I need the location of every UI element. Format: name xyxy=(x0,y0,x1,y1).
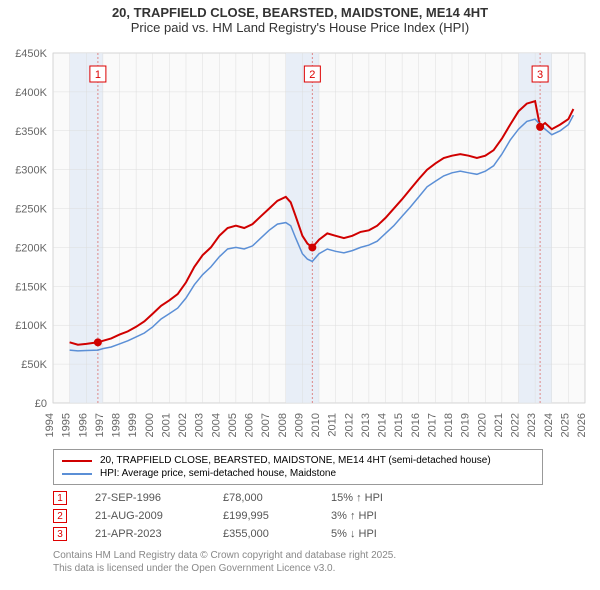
sale-marker: 2 xyxy=(53,509,67,523)
svg-text:2019: 2019 xyxy=(460,413,472,437)
sale-hpi: 15% ↑ HPI xyxy=(331,492,411,504)
sale-hpi: 3% ↑ HPI xyxy=(331,510,411,522)
svg-text:2018: 2018 xyxy=(443,413,455,437)
svg-text:1998: 1998 xyxy=(111,413,123,437)
svg-text:2023: 2023 xyxy=(526,413,538,437)
svg-text:2020: 2020 xyxy=(476,413,488,437)
svg-text:2008: 2008 xyxy=(277,413,289,437)
legend: 20, TRAPFIELD CLOSE, BEARSTED, MAIDSTONE… xyxy=(53,449,543,485)
legend-label: 20, TRAPFIELD CLOSE, BEARSTED, MAIDSTONE… xyxy=(100,455,491,466)
svg-text:2012: 2012 xyxy=(343,413,355,437)
svg-text:2: 2 xyxy=(309,69,315,81)
svg-text:2017: 2017 xyxy=(426,413,438,437)
sale-price: £355,000 xyxy=(223,528,303,540)
sale-date: 21-AUG-2009 xyxy=(95,510,195,522)
svg-text:£350K: £350K xyxy=(15,126,47,138)
title-line2: Price paid vs. HM Land Registry's House … xyxy=(5,20,595,35)
svg-text:2000: 2000 xyxy=(144,413,156,437)
svg-text:2025: 2025 xyxy=(559,413,571,437)
svg-text:1: 1 xyxy=(95,69,101,81)
svg-text:2002: 2002 xyxy=(177,413,189,437)
legend-row: HPI: Average price, semi-detached house,… xyxy=(62,467,534,480)
titles: 20, TRAPFIELD CLOSE, BEARSTED, MAIDSTONE… xyxy=(5,5,595,35)
sale-price: £78,000 xyxy=(223,492,303,504)
sale-row: 1 27-SEP-1996 £78,000 15% ↑ HPI xyxy=(53,489,589,507)
sale-marker: 1 xyxy=(53,491,67,505)
sale-date: 21-APR-2023 xyxy=(95,528,195,540)
sale-row: 2 21-AUG-2009 £199,995 3% ↑ HPI xyxy=(53,507,589,525)
legend-swatch xyxy=(62,460,92,462)
footer-line2: This data is licensed under the Open Gov… xyxy=(53,562,589,575)
svg-text:2004: 2004 xyxy=(210,413,222,437)
svg-text:3: 3 xyxy=(537,69,543,81)
svg-text:2003: 2003 xyxy=(194,413,206,437)
svg-text:£450K: £450K xyxy=(15,48,47,60)
footer-line1: Contains HM Land Registry data © Crown c… xyxy=(53,549,589,562)
chart-svg: £0 £50K £100K £150K £200K £250K £300K £350K £400… xyxy=(5,43,595,443)
svg-text:2022: 2022 xyxy=(510,413,522,437)
svg-text:£250K: £250K xyxy=(15,204,47,216)
svg-text:2015: 2015 xyxy=(393,413,405,437)
svg-text:2011: 2011 xyxy=(327,413,339,437)
chart-area: £0 £50K £100K £150K £200K £250K £300K £350K £400… xyxy=(5,43,595,443)
legend-label: HPI: Average price, semi-detached house,… xyxy=(100,468,336,479)
sale-marker: 3 xyxy=(53,527,67,541)
svg-text:£300K: £300K xyxy=(15,165,47,177)
svg-text:£400K: £400K xyxy=(15,87,47,99)
svg-text:2007: 2007 xyxy=(260,413,272,437)
sale-price: £199,995 xyxy=(223,510,303,522)
svg-text:1996: 1996 xyxy=(77,413,89,437)
title-line1: 20, TRAPFIELD CLOSE, BEARSTED, MAIDSTONE… xyxy=(5,5,595,20)
sale-row: 3 21-APR-2023 £355,000 5% ↓ HPI xyxy=(53,525,589,543)
svg-text:2010: 2010 xyxy=(310,413,322,437)
legend-row: 20, TRAPFIELD CLOSE, BEARSTED, MAIDSTONE… xyxy=(62,454,534,467)
sales-table: 1 27-SEP-1996 £78,000 15% ↑ HPI 2 21-AUG-2009… xyxy=(53,489,589,543)
svg-text:2009: 2009 xyxy=(293,413,305,437)
svg-text:£150K: £150K xyxy=(15,281,47,293)
svg-text:1994: 1994 xyxy=(44,413,56,437)
svg-text:£100K: £100K xyxy=(15,320,47,332)
chart-container: 20, TRAPFIELD CLOSE, BEARSTED, MAIDSTONE… xyxy=(0,0,600,584)
footer: Contains HM Land Registry data © Crown c… xyxy=(53,549,589,575)
svg-text:2005: 2005 xyxy=(227,413,239,437)
svg-text:2014: 2014 xyxy=(377,413,389,437)
sale-hpi: 5% ↓ HPI xyxy=(331,528,411,540)
svg-text:£50K: £50K xyxy=(21,359,47,371)
legend-swatch xyxy=(62,473,92,475)
svg-text:£0: £0 xyxy=(35,398,47,410)
sale-date: 27-SEP-1996 xyxy=(95,492,195,504)
svg-text:2016: 2016 xyxy=(410,413,422,437)
svg-text:2021: 2021 xyxy=(493,413,505,437)
svg-text:1995: 1995 xyxy=(61,413,73,437)
svg-text:2026: 2026 xyxy=(576,413,588,437)
svg-text:2013: 2013 xyxy=(360,413,372,437)
svg-text:1999: 1999 xyxy=(127,413,139,437)
svg-text:2001: 2001 xyxy=(160,413,172,437)
svg-text:2006: 2006 xyxy=(244,413,256,437)
svg-text:2024: 2024 xyxy=(543,413,555,437)
svg-text:1997: 1997 xyxy=(94,413,106,437)
svg-text:£200K: £200K xyxy=(15,242,47,254)
